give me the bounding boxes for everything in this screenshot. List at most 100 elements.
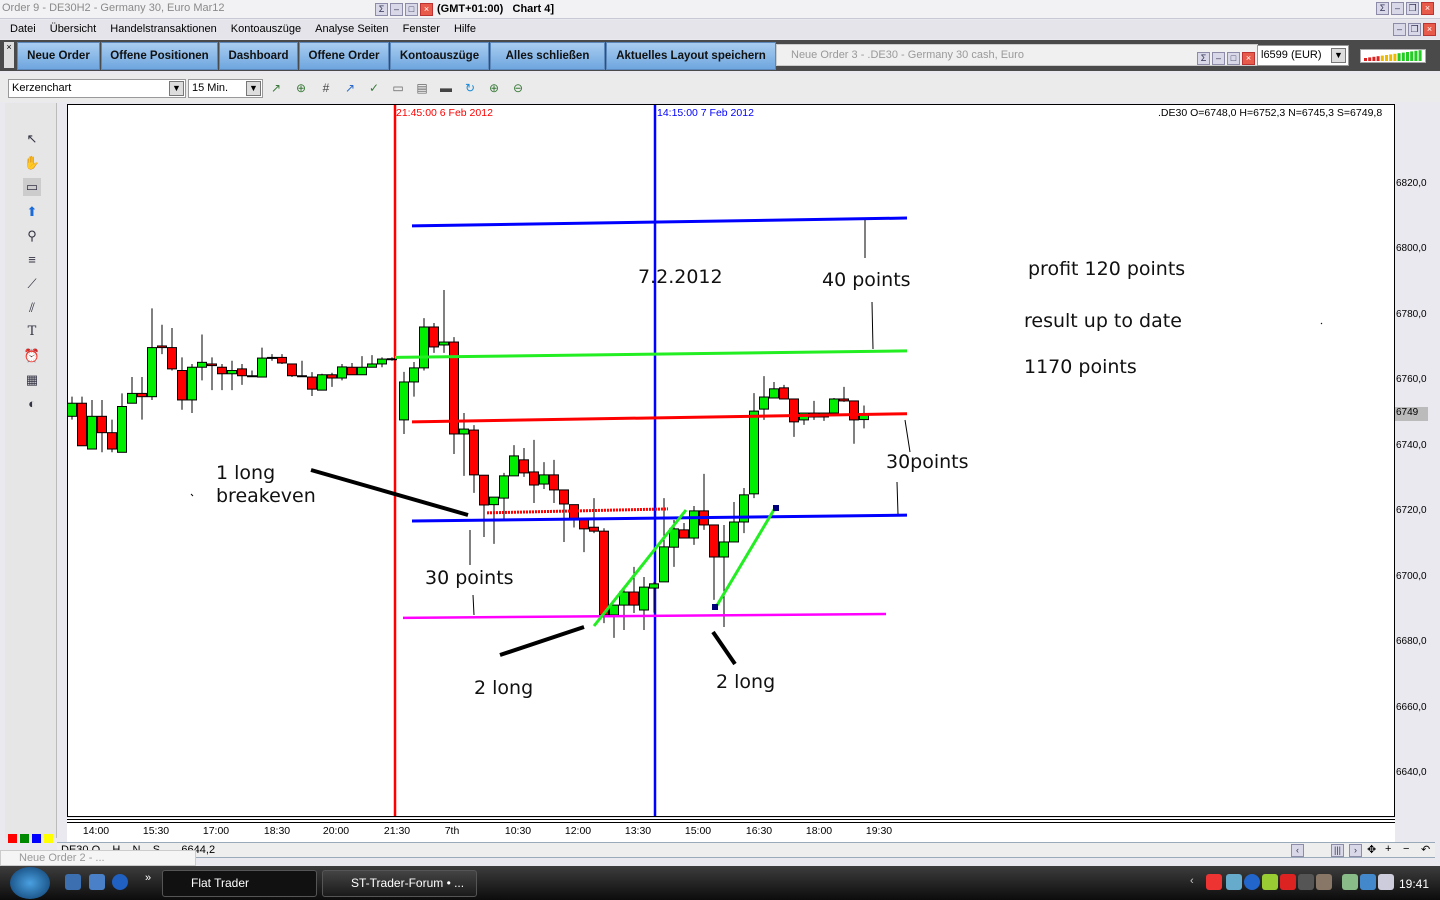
tray-app-icon[interactable] [1206, 874, 1222, 890]
color-blue-swatch[interactable] [32, 834, 41, 843]
minimize-button[interactable]: – [1212, 52, 1225, 65]
offene-positionen-button[interactable]: Offene Positionen [101, 42, 218, 70]
signal-bar [1364, 58, 1367, 61]
account-select[interactable]: l6599 (EUR) ▼ [1257, 45, 1349, 66]
eraser-icon[interactable]: ◐ [28, 396, 36, 411]
arrow-up-icon[interactable]: ⬆ [26, 204, 38, 219]
dashboard-button[interactable]: Dashboard [219, 42, 298, 70]
floating-order-window[interactable]: Neue Order 3 - .DE30 - Germany 30 cash, … [776, 44, 1258, 66]
close-button[interactable]: × [420, 3, 433, 16]
check-chart-icon[interactable]: ✓ [368, 81, 380, 95]
refresh-icon[interactable]: ↻ [464, 81, 476, 95]
minimize-button[interactable]: – [390, 3, 403, 16]
menu-analyse-seiten[interactable]: Analyse Seiten [315, 23, 389, 35]
bluetooth-icon[interactable] [112, 874, 128, 890]
grid-icon[interactable]: # [322, 81, 330, 95]
tray-expand-icon[interactable]: ‹ [1190, 875, 1194, 887]
zoom-out-icon[interactable]: − [1403, 843, 1410, 855]
task-st-trader-forum[interactable]: ST-Trader-Forum • ... [322, 870, 477, 897]
pan-icon[interactable]: ✥ [1367, 844, 1377, 856]
calculator-icon[interactable]: ▦ [25, 372, 39, 387]
color-green-swatch[interactable] [20, 834, 29, 843]
menu-handelstransaktionen[interactable]: Handelstransaktionen [110, 23, 217, 35]
offene-order-button[interactable]: Offene Order [299, 42, 389, 70]
menu-datei[interactable]: Datei [10, 23, 36, 35]
network-icon[interactable] [1360, 874, 1376, 890]
pointer-icon[interactable]: ↖ [26, 131, 38, 146]
chart-area[interactable] [67, 104, 1395, 817]
power-icon[interactable] [1342, 874, 1358, 890]
day2-candle [479, 474, 489, 506]
restore-button[interactable]: ❐ [1408, 23, 1421, 36]
hand-icon[interactable]: ✋ [23, 155, 41, 170]
title-bar: Order 9 - DE30H2 - Germany 30, Euro Mar1… [0, 0, 1440, 19]
chart-copy-icon[interactable]: ▭ [392, 81, 404, 95]
signal-bar [1372, 56, 1376, 61]
color-yellow-swatch[interactable] [44, 834, 53, 843]
horizontal-line-icon[interactable]: ▭ [23, 178, 41, 196]
reset-zoom-icon[interactable]: ↶ [1421, 844, 1431, 856]
neue-order-button[interactable]: Neue Order [17, 42, 100, 70]
price-tick-label: 6640,0 [1396, 766, 1427, 778]
dropbox-icon[interactable] [1226, 874, 1242, 890]
close-button[interactable]: × [1242, 52, 1255, 65]
text-icon[interactable]: T [27, 324, 37, 339]
menu-kontoauszuege[interactable]: Kontoauszüge [230, 23, 302, 35]
switch-windows-icon[interactable] [89, 874, 105, 890]
zoom-in-chart-icon[interactable]: ⊕ [488, 81, 500, 95]
toolbar-close-handle[interactable]: × [4, 42, 14, 68]
update-icon[interactable] [1262, 874, 1278, 890]
maximize-button[interactable]: □ [1227, 52, 1240, 65]
scroll-right-button[interactable]: › [1349, 844, 1362, 857]
menu-button[interactable]: Σ [1197, 52, 1210, 65]
indicator-dollar-icon[interactable]: ↗ [270, 81, 282, 95]
fibonacci-icon[interactable]: ≡ [28, 252, 36, 267]
maximize-button[interactable]: □ [405, 3, 418, 16]
minimize-button[interactable]: – [1391, 2, 1404, 15]
menu-uebersicht[interactable]: Übersicht [49, 23, 97, 35]
show-desktop-icon[interactable] [65, 874, 81, 890]
print-icon[interactable]: ▬ [440, 81, 452, 95]
kontoauszuege-button[interactable]: Kontoauszüge [390, 42, 489, 70]
trendline-handle [712, 604, 718, 610]
alarm-icon[interactable]: ⏰ [23, 348, 41, 363]
scroll-left-button[interactable]: ‹ [1291, 844, 1304, 857]
minimize-button[interactable]: – [1393, 23, 1406, 36]
interval-select[interactable]: 15 Min. ▼ [188, 79, 263, 98]
menu-fenster[interactable]: Fenster [402, 23, 440, 35]
channel-icon[interactable]: ⫽ [29, 300, 35, 315]
menu-button[interactable]: Σ [1376, 2, 1389, 15]
magnifier-icon[interactable]: ⚲ [27, 228, 37, 243]
warning-icon[interactable] [1316, 874, 1332, 890]
day1-candle [287, 363, 297, 377]
add-indicator-icon[interactable]: ⊕ [295, 81, 307, 95]
close-button[interactable]: × [1421, 2, 1434, 15]
chart-type-select[interactable]: Kerzenchart ▼ [8, 79, 186, 98]
trend-chart-icon[interactable]: ↗ [344, 81, 356, 95]
bluetooth-tray-icon[interactable] [1244, 874, 1260, 890]
trendline [592, 509, 688, 627]
time-tick-label: 15:00 [684, 825, 712, 837]
monitor-icon[interactable] [1298, 874, 1314, 890]
more-icon[interactable]: » [145, 872, 152, 884]
color-red-swatch[interactable] [8, 834, 17, 843]
time-tick-label: 17:00 [202, 825, 230, 837]
tray-cursor-icon[interactable] [1280, 874, 1296, 890]
volume-icon[interactable] [1378, 874, 1394, 890]
zoom-out-chart-icon[interactable]: ⊖ [512, 81, 524, 95]
trendline-icon[interactable]: ⟋ [27, 276, 37, 291]
alles-schliessen-button[interactable]: Alles schließen [490, 42, 605, 70]
menu-button[interactable]: Σ [375, 3, 388, 16]
start-button[interactable] [10, 867, 50, 899]
zoom-in-icon[interactable]: + [1385, 843, 1392, 855]
minimized-order-window[interactable]: Neue Order 2 - ... [0, 850, 196, 866]
menu-hilfe[interactable]: Hilfe [453, 23, 476, 35]
inner-window-title: Order 9 - DE30H2 - Germany 30, Euro Mar1… [2, 2, 225, 14]
scroll-thumb[interactable]: ||| [1331, 844, 1344, 857]
document-icon[interactable]: ▤ [416, 81, 428, 95]
task-flat-trader[interactable]: Flat Trader [162, 870, 317, 897]
layout-speichern-button[interactable]: Aktuelles Layout speichern [606, 42, 776, 70]
close-button[interactable]: × [1423, 23, 1436, 36]
restore-button[interactable]: ❐ [1406, 2, 1419, 15]
day2-candle [709, 524, 719, 558]
